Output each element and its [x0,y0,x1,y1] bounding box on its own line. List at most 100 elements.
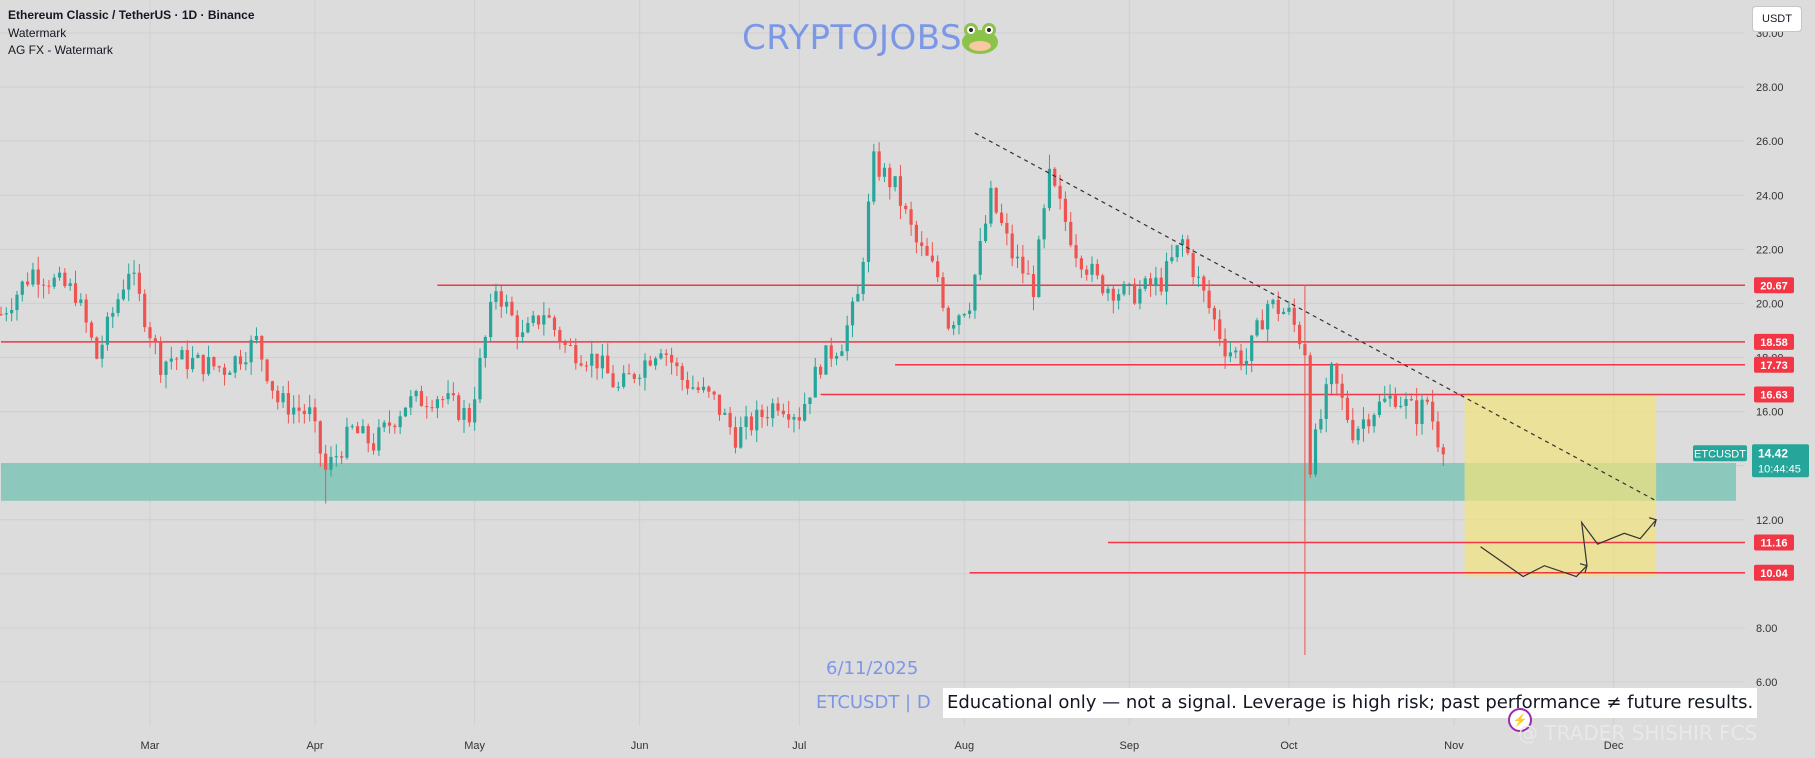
candle [526,316,530,334]
candle [845,315,849,361]
candle-body [153,338,157,342]
candle-body [1228,352,1232,357]
candle [1420,394,1424,435]
candle [393,423,397,434]
candle-body [888,167,892,188]
candle-body [925,245,929,256]
candle-body [542,315,546,325]
symbol-title[interactable]: Ethereum Classic / TetherUS · 1D · Binan… [8,8,255,22]
candle [1175,244,1179,262]
candle-body [845,325,849,352]
candle [329,446,333,477]
candle [1196,266,1201,287]
candle-body [909,209,913,225]
candle-body [499,291,503,307]
candle-body [1212,308,1217,320]
candle-body [914,224,918,243]
level-tag: 20.67 [1754,277,1794,294]
candle [744,405,748,440]
candle-body [89,322,94,338]
candle-body [473,399,477,423]
candle [1015,244,1020,269]
candle [1292,298,1296,333]
projection-arrowhead [1649,517,1657,527]
price-tick: 12.00 [1756,515,1784,527]
lightning-icon[interactable]: ⚡ [1508,708,1532,732]
candle-body [840,351,844,356]
price-tags: 20.67 18.58 17.73 16.63 11.16 10.04 ETCUSDT 14.… [1693,277,1809,581]
candle-body [1415,400,1419,424]
candle-body [733,427,738,448]
candle-body [281,393,285,403]
candle [515,310,519,350]
candle [1191,249,1195,286]
candle [4,307,8,322]
time-tick: Jun [631,740,649,752]
candle-body [382,422,386,428]
candle-body [712,391,716,395]
candle-body [1431,401,1435,422]
candle [1319,409,1323,434]
candle [691,375,695,391]
candle [1431,389,1435,430]
candle [999,203,1004,226]
candle [643,353,647,391]
candle [797,407,801,430]
candle-body [1287,307,1291,312]
candle-body [425,406,429,408]
candle-body [20,281,24,295]
currency-button[interactable]: USDT [1752,6,1802,32]
candle-body [190,357,195,370]
candle-body [505,301,509,307]
candle-body [1154,277,1158,287]
candle [185,340,189,379]
candle-body [260,335,264,360]
candle-body [302,410,306,415]
candle-body [893,176,897,188]
candle-body [1324,384,1328,419]
candle-body [861,261,865,294]
candle-body [292,407,296,415]
candle [366,423,370,453]
candle-body [696,387,700,391]
candle-body [1308,355,1312,475]
candle [882,163,887,183]
candle-body [1164,261,1169,292]
candle [302,404,306,424]
candle-body [1191,253,1195,278]
candle [52,273,56,289]
candle-body [276,390,280,403]
candle [771,398,775,427]
candle-body [1404,399,1408,406]
candle-body [1101,275,1105,294]
candle [190,346,195,373]
candle-body [563,342,567,345]
candle-body [329,456,333,470]
candle-body [100,344,104,359]
price-axis: 30.0028.0026.0024.0022.0020.0018.0016.00… [1748,0,1815,758]
candle-body [994,187,998,213]
indicator-watermark[interactable]: Watermark [8,26,67,40]
candle [111,307,115,329]
level-tag-label: 17.73 [1760,360,1788,372]
candle [1127,282,1131,296]
candle [1079,255,1083,278]
indicator-agfx-watermark[interactable]: AG FX - Watermark [8,43,113,57]
time-tick: Oct [1280,740,1297,752]
candle [983,215,988,244]
candle [531,310,535,327]
price-axis-bg [1748,0,1815,758]
time-tick: Apr [306,740,323,752]
candle-body [685,379,690,389]
candle [606,343,610,374]
resistance-trendline [974,132,1657,502]
candle [1053,167,1057,188]
level-tag-bg [1754,333,1794,350]
candle-body [355,426,360,434]
price-tick: 24.00 [1756,190,1784,202]
candle [89,320,94,341]
candle-body [819,366,823,375]
candle [36,256,40,298]
last-price-symbol: ETCUSDT [1694,448,1746,460]
